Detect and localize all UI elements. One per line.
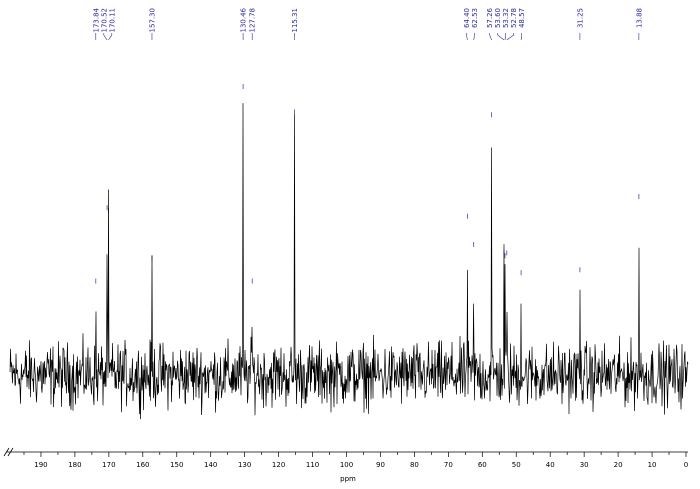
peak-label-connector [520,33,523,41]
peak-label: 53.60 [494,8,502,28]
x-tick-label: 0 [684,461,688,469]
peak-label-connector [473,33,475,41]
x-tick-label: 170 [102,461,115,469]
spectrum-trace [9,103,689,420]
x-tick-label: 10 [648,461,657,469]
x-tick-label: 120 [272,461,285,469]
peak-label: 170.52 [100,8,108,33]
x-tick-label: 100 [340,461,353,469]
x-tick-label: 140 [204,461,217,469]
peak-label: 53.32 [502,8,510,28]
x-tick-label: 40 [546,461,555,469]
x-tick-label: 50 [512,461,521,469]
peak-label: 13.88 [635,8,643,28]
x-tick-label: 190 [34,461,47,469]
peak-label-connector [108,33,113,41]
peak-label: 31.25 [576,8,584,28]
x-tick-label: 20 [614,461,623,469]
x-axis-label: ppm [340,475,356,483]
x-tick-label: 150 [170,461,183,469]
peak-label: 64.40 [463,8,471,28]
peak-label: 115.31 [291,8,299,33]
peak-label: 48.57 [518,8,526,28]
peak-label: 130.46 [240,7,248,32]
peak-label: 52.78 [510,8,518,28]
peak-label-connector [103,33,108,41]
x-tick-label: 110 [306,461,319,469]
spectrum [9,103,689,420]
x-tick-label: 60 [478,461,487,469]
axis-break-mark [3,447,14,457]
x-axis: 190 180 170 160 150 140 130 120 110 100 90 80 70 60 50… [3,447,688,469]
peak-label-connector [504,33,507,41]
peak-label-connector [489,33,492,41]
x-tick-label: 30 [580,461,589,469]
x-tick-label: 160 [136,461,149,469]
peak-label: 173.84 [92,7,100,32]
peak-label-connector [506,33,515,41]
x-tick-label: 70 [444,461,453,469]
peak-label: 170.11 [108,8,116,33]
x-tick-label: 90 [376,461,385,469]
peak-label: 157.30 [148,8,156,33]
x-tick-label: 180 [68,461,81,469]
peak-label: 62.53 [471,8,479,28]
peak-label: 127.78 [249,8,257,33]
peak-labels: 173.84 170.52 170.11 157.30 130.46 127.78 115.… [92,7,643,284]
x-tick-label: 80 [410,461,419,469]
x-tick-label: 130 [238,461,251,469]
peak-label: 57.26 [486,7,494,28]
peak-label-connector [466,33,468,41]
peak-label-connector [497,33,505,41]
